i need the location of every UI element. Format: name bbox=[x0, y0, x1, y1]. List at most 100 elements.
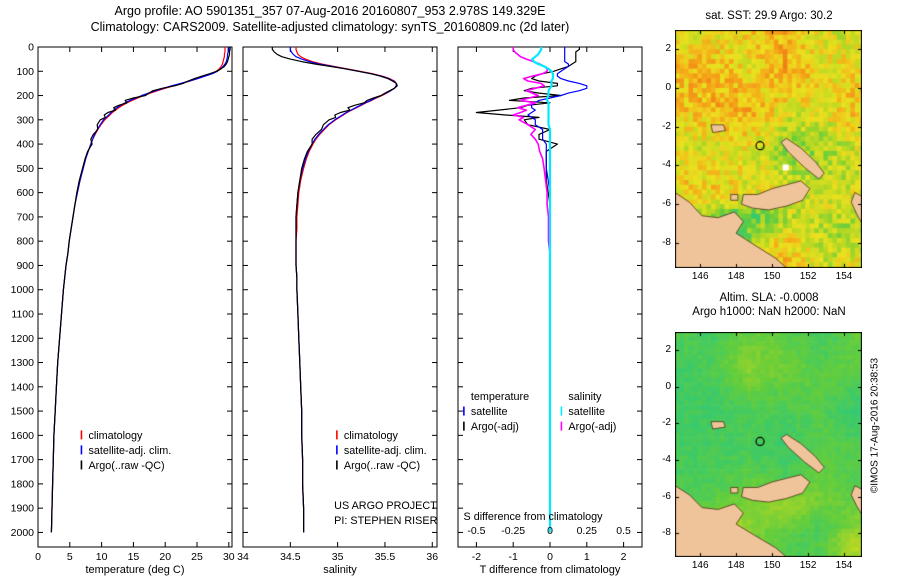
x-tick-label: 1 bbox=[584, 551, 590, 563]
panel-frame bbox=[242, 46, 438, 548]
map-y-tick-label: -6 bbox=[662, 490, 671, 502]
x-tick-label: 35 bbox=[332, 551, 344, 563]
map-x-tick-label: 148 bbox=[727, 271, 745, 282]
legend-label: Argo(-adj) bbox=[471, 421, 519, 433]
sla-map-canvas bbox=[675, 332, 862, 557]
legend-label: Argo(-adj) bbox=[568, 421, 616, 433]
x-tick-label: 20 bbox=[159, 551, 171, 563]
sla-map-title-line2: Argo h1000: NaN h2000: NaN bbox=[692, 306, 846, 318]
secondary-tick-label: 0 bbox=[547, 525, 553, 537]
map-y-tick-label: 0 bbox=[665, 82, 671, 94]
legend-label: Argo(..raw -QC) bbox=[88, 460, 164, 472]
y-tick-label: 0 bbox=[28, 42, 34, 54]
x-tick-label: 5 bbox=[67, 551, 73, 563]
secondary-tick-label: -0.5 bbox=[467, 525, 485, 537]
y-tick-label: 600 bbox=[16, 187, 34, 199]
y-tick-label: 1300 bbox=[11, 357, 35, 369]
series-argo-raw-qc bbox=[271, 47, 398, 533]
x-tick-label: -1 bbox=[509, 551, 518, 563]
y-tick-label: 400 bbox=[16, 139, 34, 151]
legend-label: satellite bbox=[568, 406, 605, 418]
salinity-profile: 34 34.5 35 35.5 36 climatology satellite-adj. … bbox=[237, 46, 438, 576]
y-tick-label: 1700 bbox=[11, 454, 35, 466]
panel-annotation: US ARGO PROJECT bbox=[334, 500, 437, 512]
map-x-tick-label: 154 bbox=[835, 271, 853, 282]
x-axis-label: salinity bbox=[323, 564, 357, 576]
x-tick-label: 25 bbox=[191, 551, 203, 563]
x-axis-label: temperature (deg C) bbox=[85, 564, 184, 576]
x-tick-label: 34 bbox=[237, 551, 249, 563]
legend-label: satellite bbox=[471, 406, 508, 418]
y-tick-label: 1500 bbox=[11, 406, 35, 418]
map-y-tick-label: 2 bbox=[665, 344, 671, 356]
y-tick-label: 200 bbox=[16, 90, 34, 102]
y-tick-label: 900 bbox=[16, 260, 34, 272]
secondary-tick-label: 0.5 bbox=[616, 525, 631, 537]
series-t-diff-argo bbox=[475, 47, 581, 533]
temperature-profile: 0 5 10 15 20 25 300100200300400500600700800900… bbox=[11, 42, 235, 577]
x-tick-label: 35.5 bbox=[375, 551, 396, 563]
x-tick-label: 15 bbox=[128, 551, 140, 563]
x-tick-label: 10 bbox=[96, 551, 108, 563]
y-tick-label: 2000 bbox=[11, 527, 35, 539]
x-tick-label: 2 bbox=[621, 551, 627, 563]
legend-label: Argo(..raw -QC) bbox=[344, 460, 420, 472]
figure-title-line1: Argo profile: AO 5901351_357 07-Aug-2016… bbox=[114, 4, 546, 18]
secondary-tick-label: -0.25 bbox=[501, 525, 525, 537]
panel-frame bbox=[37, 46, 233, 548]
y-tick-label: 1000 bbox=[11, 284, 35, 296]
x-tick-label: 0 bbox=[35, 551, 41, 563]
series-s-diff-argo bbox=[512, 47, 551, 533]
x-tick-label: -2 bbox=[472, 551, 481, 563]
map-x-tick-label: 152 bbox=[799, 271, 817, 282]
map-x-tick-label: 150 bbox=[763, 560, 781, 571]
map-x-tick-label: 146 bbox=[691, 271, 709, 282]
x-tick-label: 0 bbox=[547, 551, 553, 563]
legend-label: climatology bbox=[344, 430, 399, 442]
secondary-axis-label: S difference from climatology bbox=[464, 511, 604, 523]
legend-label: satellite-adj. clim. bbox=[344, 445, 427, 457]
map-y-tick-label: -2 bbox=[662, 120, 671, 132]
series-argo-raw-qc bbox=[50, 47, 231, 533]
imos-watermark: ©IMOS 17-Aug-2016 20:38:53 bbox=[869, 357, 881, 494]
y-tick-label: 300 bbox=[16, 114, 34, 126]
y-tick-label: 800 bbox=[16, 236, 34, 248]
y-tick-label: 1900 bbox=[11, 503, 35, 515]
legend-header: temperature bbox=[471, 391, 529, 403]
sla-map-title-line1: Altim. SLA: -0.0008 bbox=[719, 292, 819, 304]
sst-map-title: sat. SST: 29.9 Argo: 30.2 bbox=[705, 10, 833, 22]
map-x-tick-label: 152 bbox=[799, 560, 817, 571]
x-tick-label: 30 bbox=[223, 551, 235, 563]
x-tick-label: 34.5 bbox=[280, 551, 301, 563]
y-tick-label: 1800 bbox=[11, 478, 35, 490]
map-x-tick-label: 146 bbox=[691, 560, 709, 571]
sst-map-canvas bbox=[675, 30, 862, 268]
map-x-tick-label: 150 bbox=[763, 271, 781, 282]
secondary-tick-label: 0.25 bbox=[577, 525, 598, 537]
map-y-tick-label: -2 bbox=[662, 417, 671, 429]
map-x-tick-label: 148 bbox=[727, 560, 745, 571]
map-y-tick-label: -8 bbox=[662, 527, 671, 539]
legend-header: salinity bbox=[568, 391, 602, 403]
series-s-diff-satellite bbox=[531, 47, 555, 533]
panel-annotation: PI: STEPHEN RISER bbox=[334, 515, 437, 527]
map-y-tick-label: -4 bbox=[662, 159, 671, 171]
y-tick-label: 1200 bbox=[11, 333, 35, 345]
y-tick-label: 1600 bbox=[11, 430, 35, 442]
x-tick-label: 36 bbox=[426, 551, 438, 563]
y-tick-label: 100 bbox=[16, 66, 34, 78]
legend-label: satellite-adj. clim. bbox=[88, 445, 171, 457]
y-tick-label: 700 bbox=[16, 211, 34, 223]
map-x-tick-label: 154 bbox=[835, 560, 853, 571]
map-y-tick-label: -8 bbox=[662, 236, 671, 248]
map-y-tick-label: 2 bbox=[665, 43, 671, 55]
map-y-tick-label: 0 bbox=[665, 380, 671, 392]
map-y-tick-label: -4 bbox=[662, 454, 671, 466]
map-y-tick-label: -6 bbox=[662, 198, 671, 210]
legend-label: climatology bbox=[88, 430, 143, 442]
y-tick-label: 500 bbox=[16, 163, 34, 175]
x-axis-label: T difference from climatology bbox=[480, 564, 621, 576]
y-tick-label: 1100 bbox=[11, 308, 34, 320]
